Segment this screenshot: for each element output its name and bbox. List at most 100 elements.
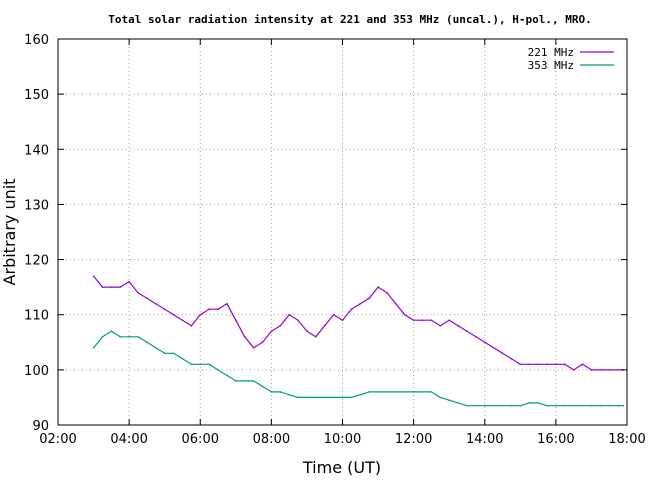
data-point bbox=[243, 380, 246, 382]
x-tick-label: 16:00 bbox=[537, 432, 574, 447]
data-point bbox=[466, 330, 468, 333]
x-tick-label: 18:00 bbox=[608, 432, 645, 447]
data-point bbox=[208, 308, 210, 311]
data-point bbox=[235, 319, 237, 322]
data-point bbox=[279, 324, 282, 327]
data-point bbox=[395, 302, 397, 305]
data-point bbox=[332, 396, 335, 399]
x-tick-label: 10:00 bbox=[324, 432, 361, 447]
data-point bbox=[306, 330, 308, 333]
data-point bbox=[119, 286, 121, 288]
data-point bbox=[412, 391, 415, 393]
data-point bbox=[199, 313, 202, 316]
data-point bbox=[279, 391, 282, 393]
data-point bbox=[297, 319, 299, 322]
data-point bbox=[270, 391, 273, 393]
data-point bbox=[252, 347, 255, 349]
data-point bbox=[555, 363, 557, 366]
data-point bbox=[368, 297, 371, 300]
data-point bbox=[439, 324, 442, 327]
data-point bbox=[155, 347, 157, 349]
series-line-0 bbox=[93, 275, 624, 371]
data-point bbox=[581, 363, 584, 366]
data-point bbox=[128, 336, 130, 338]
data-point bbox=[377, 391, 379, 393]
data-point bbox=[92, 275, 95, 277]
data-point bbox=[430, 319, 433, 322]
y-axis-label: Arbitrary unit bbox=[0, 179, 19, 286]
data-point bbox=[208, 363, 210, 366]
data-point bbox=[519, 363, 522, 366]
x-axis-label: Time (UT) bbox=[302, 458, 381, 477]
data-point bbox=[243, 336, 246, 338]
data-point bbox=[288, 313, 291, 316]
data-point bbox=[501, 404, 504, 407]
data-point bbox=[163, 352, 166, 355]
data-point bbox=[146, 341, 148, 344]
data-point bbox=[261, 385, 264, 388]
data-point bbox=[368, 391, 371, 393]
data-point bbox=[457, 402, 459, 404]
data-point bbox=[475, 404, 477, 407]
y-tick-label: 130 bbox=[24, 198, 49, 213]
data-point bbox=[297, 396, 299, 399]
x-axis-ticks: 02:00 04:00 06:00 08:00 10:00 12:00 14:00 16:00… bbox=[39, 39, 646, 447]
y-tick-label: 100 bbox=[24, 364, 49, 379]
data-point bbox=[537, 402, 539, 404]
data-point bbox=[412, 319, 415, 322]
y-axis-ticks: 90 100 110 120 130 140 150 160 bbox=[24, 33, 627, 434]
data-point bbox=[101, 336, 104, 338]
data-point bbox=[617, 369, 619, 371]
data-point bbox=[359, 393, 362, 396]
data-point bbox=[501, 352, 504, 355]
x-tick-label: 14:00 bbox=[466, 432, 503, 447]
data-point bbox=[306, 396, 308, 399]
data-point bbox=[608, 404, 610, 407]
x-tick-label: 02:00 bbox=[39, 432, 76, 447]
y-tick-label: 90 bbox=[32, 419, 49, 434]
data-point bbox=[217, 308, 219, 311]
series-lines bbox=[92, 275, 625, 407]
data-point bbox=[581, 404, 584, 407]
data-point bbox=[341, 396, 344, 399]
chart-title: Total solar radiation intensity at 221 a… bbox=[108, 13, 591, 26]
data-point bbox=[457, 324, 459, 327]
data-point bbox=[492, 404, 495, 407]
data-point bbox=[484, 404, 486, 407]
data-point bbox=[155, 302, 157, 305]
data-point bbox=[350, 396, 353, 399]
data-point bbox=[190, 324, 193, 327]
data-point bbox=[315, 396, 317, 399]
series-line-1 bbox=[93, 330, 624, 407]
x-tick-label: 04:00 bbox=[110, 432, 147, 447]
data-point bbox=[528, 402, 530, 404]
data-point bbox=[572, 369, 575, 371]
data-point bbox=[599, 369, 602, 371]
data-point bbox=[403, 391, 406, 393]
data-point bbox=[226, 302, 228, 305]
data-point bbox=[599, 404, 602, 407]
data-point bbox=[564, 363, 566, 366]
data-point bbox=[546, 404, 548, 407]
data-point bbox=[475, 336, 477, 338]
y-tick-label: 160 bbox=[24, 33, 49, 48]
data-point bbox=[484, 341, 486, 344]
data-point bbox=[270, 330, 273, 333]
data-point bbox=[172, 313, 175, 316]
data-point bbox=[341, 319, 344, 322]
data-point bbox=[395, 391, 397, 393]
data-point bbox=[288, 393, 291, 396]
data-point bbox=[252, 380, 255, 382]
data-point bbox=[590, 369, 593, 371]
grid bbox=[57, 38, 628, 426]
data-point bbox=[528, 363, 530, 366]
data-point bbox=[492, 347, 495, 349]
data-point bbox=[403, 313, 406, 316]
data-point bbox=[572, 404, 575, 407]
x-tick-label: 08:00 bbox=[253, 432, 290, 447]
y-tick-label: 110 bbox=[24, 309, 49, 324]
y-tick-label: 150 bbox=[24, 88, 49, 103]
data-point bbox=[448, 319, 451, 322]
data-point bbox=[163, 308, 166, 311]
